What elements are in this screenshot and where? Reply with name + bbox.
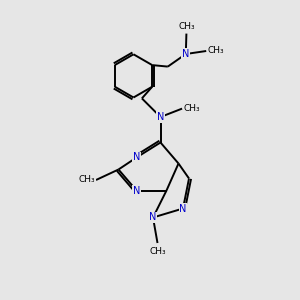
Text: CH₃: CH₃	[79, 176, 95, 184]
Text: N: N	[133, 185, 140, 196]
Text: CH₃: CH₃	[184, 104, 200, 113]
Text: CH₃: CH₃	[208, 46, 224, 56]
Text: N: N	[157, 112, 164, 122]
Text: CH₃: CH₃	[178, 22, 195, 31]
Text: N: N	[149, 212, 157, 223]
Text: N: N	[182, 49, 190, 59]
Text: N: N	[133, 152, 140, 163]
Text: N: N	[179, 203, 187, 214]
Text: CH₃: CH₃	[149, 247, 166, 256]
